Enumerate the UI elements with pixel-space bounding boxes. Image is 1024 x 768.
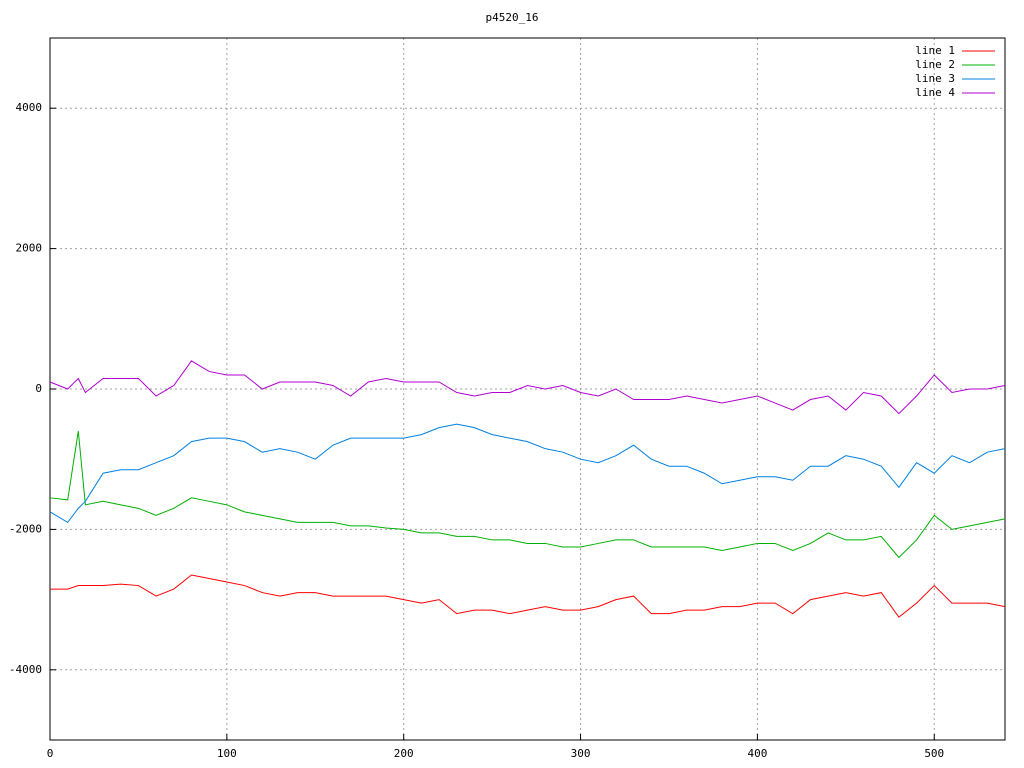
series-line — [49, 431, 1006, 559]
x-tick-label: 100 — [217, 747, 237, 760]
x-tick-label: 200 — [394, 747, 414, 760]
y-tick-label: 0 — [35, 382, 42, 395]
legend-label: line 1 — [915, 44, 955, 57]
x-tick-label: 300 — [571, 747, 591, 760]
series-line — [49, 423, 1006, 524]
series-line — [50, 574, 1006, 618]
chart-title: p4520_16 — [486, 11, 539, 24]
series-line — [49, 360, 1006, 415]
x-tick-label: 400 — [747, 747, 767, 760]
y-tick-label: -4000 — [9, 663, 42, 676]
y-tick-label: -2000 — [9, 522, 42, 535]
legend-label: line 3 — [915, 72, 955, 85]
y-tick-label: 2000 — [16, 242, 43, 255]
x-tick-label: 500 — [924, 747, 944, 760]
plot-border — [49, 37, 1006, 741]
legend-label: line 2 — [915, 58, 955, 71]
y-tick-label: 4000 — [16, 101, 43, 114]
x-tick-label: 0 — [47, 747, 54, 760]
legend-label: line 4 — [915, 86, 955, 99]
